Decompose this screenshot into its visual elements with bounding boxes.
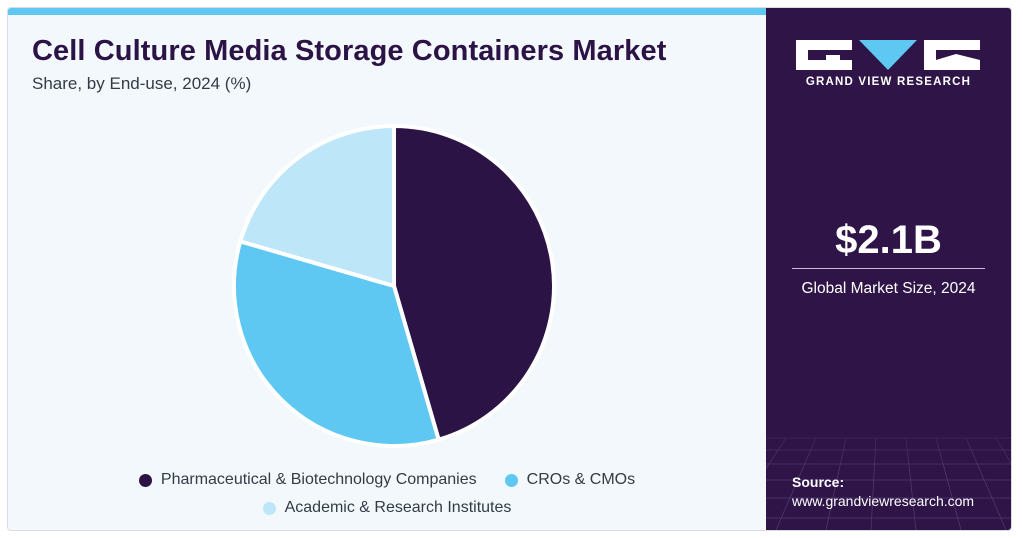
accent-bar	[8, 8, 766, 15]
legend-label-academic: Academic & Research Institutes	[284, 499, 512, 516]
market-size-value: $2.1B	[835, 218, 942, 262]
divider	[792, 268, 985, 269]
legend-row-1: Pharmaceutical & Biotechnology Companies…	[8, 466, 766, 494]
chart-legend: Pharmaceutical & Biotechnology Companies…	[8, 466, 766, 522]
legend-row-2: Academic & Research Institutes	[8, 494, 766, 522]
legend-label-pharma: Pharmaceutical & Biotechnology Companies	[160, 471, 477, 488]
pie-slice-cros	[232, 239, 441, 448]
legend-swatch-cros	[504, 473, 518, 487]
legend-item-academic: Academic & Research Institutes	[262, 499, 512, 517]
chart-subtitle: Share, by End-use, 2024 (%)	[32, 74, 252, 93]
brand-name: GRAND VIEW RESEARCH	[805, 76, 972, 88]
legend-swatch-pharma	[138, 473, 152, 487]
source-link[interactable]: www.grandviewresearch.com	[792, 493, 975, 509]
source-label: Source:	[792, 474, 845, 490]
infographic-card: Cell Culture Media Storage Containers Ma…	[7, 7, 1012, 531]
pie-slice-academic	[238, 124, 396, 288]
legend-item-pharma: Pharmaceutical & Biotechnology Companies	[138, 471, 477, 489]
pie-slice-pharma	[392, 124, 556, 442]
grid-pattern-decoration	[766, 408, 1011, 530]
gvr-logo	[796, 40, 980, 70]
chart-panel: Cell Culture Media Storage Containers Ma…	[8, 8, 766, 530]
legend-item-cros: CROs & CMOs	[504, 471, 636, 489]
sidebar-panel: GRAND VIEW RESEARCH $2.1B Global Market …	[766, 8, 1011, 530]
market-size-caption: Global Market Size, 2024	[801, 280, 976, 297]
pie-chart	[232, 124, 556, 448]
legend-swatch-academic	[262, 501, 276, 515]
chart-title: Cell Culture Media Storage Containers Ma…	[32, 35, 667, 67]
legend-label-cros: CROs & CMOs	[526, 471, 636, 488]
